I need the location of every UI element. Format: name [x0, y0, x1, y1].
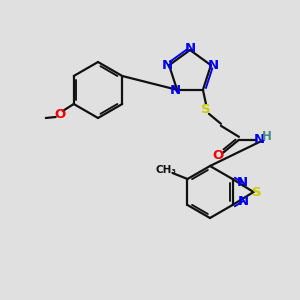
- Text: S: S: [252, 185, 261, 199]
- Text: O: O: [212, 149, 224, 162]
- Text: S: S: [201, 103, 211, 116]
- Text: H: H: [262, 130, 272, 143]
- Text: N: N: [170, 84, 181, 97]
- Text: N: N: [238, 195, 249, 208]
- Text: N: N: [184, 42, 196, 55]
- Text: O: O: [54, 107, 65, 121]
- Text: N: N: [237, 176, 248, 189]
- Text: N: N: [207, 59, 218, 72]
- Text: CH₃: CH₃: [156, 165, 177, 175]
- Text: N: N: [254, 133, 265, 146]
- Text: N: N: [161, 59, 172, 72]
